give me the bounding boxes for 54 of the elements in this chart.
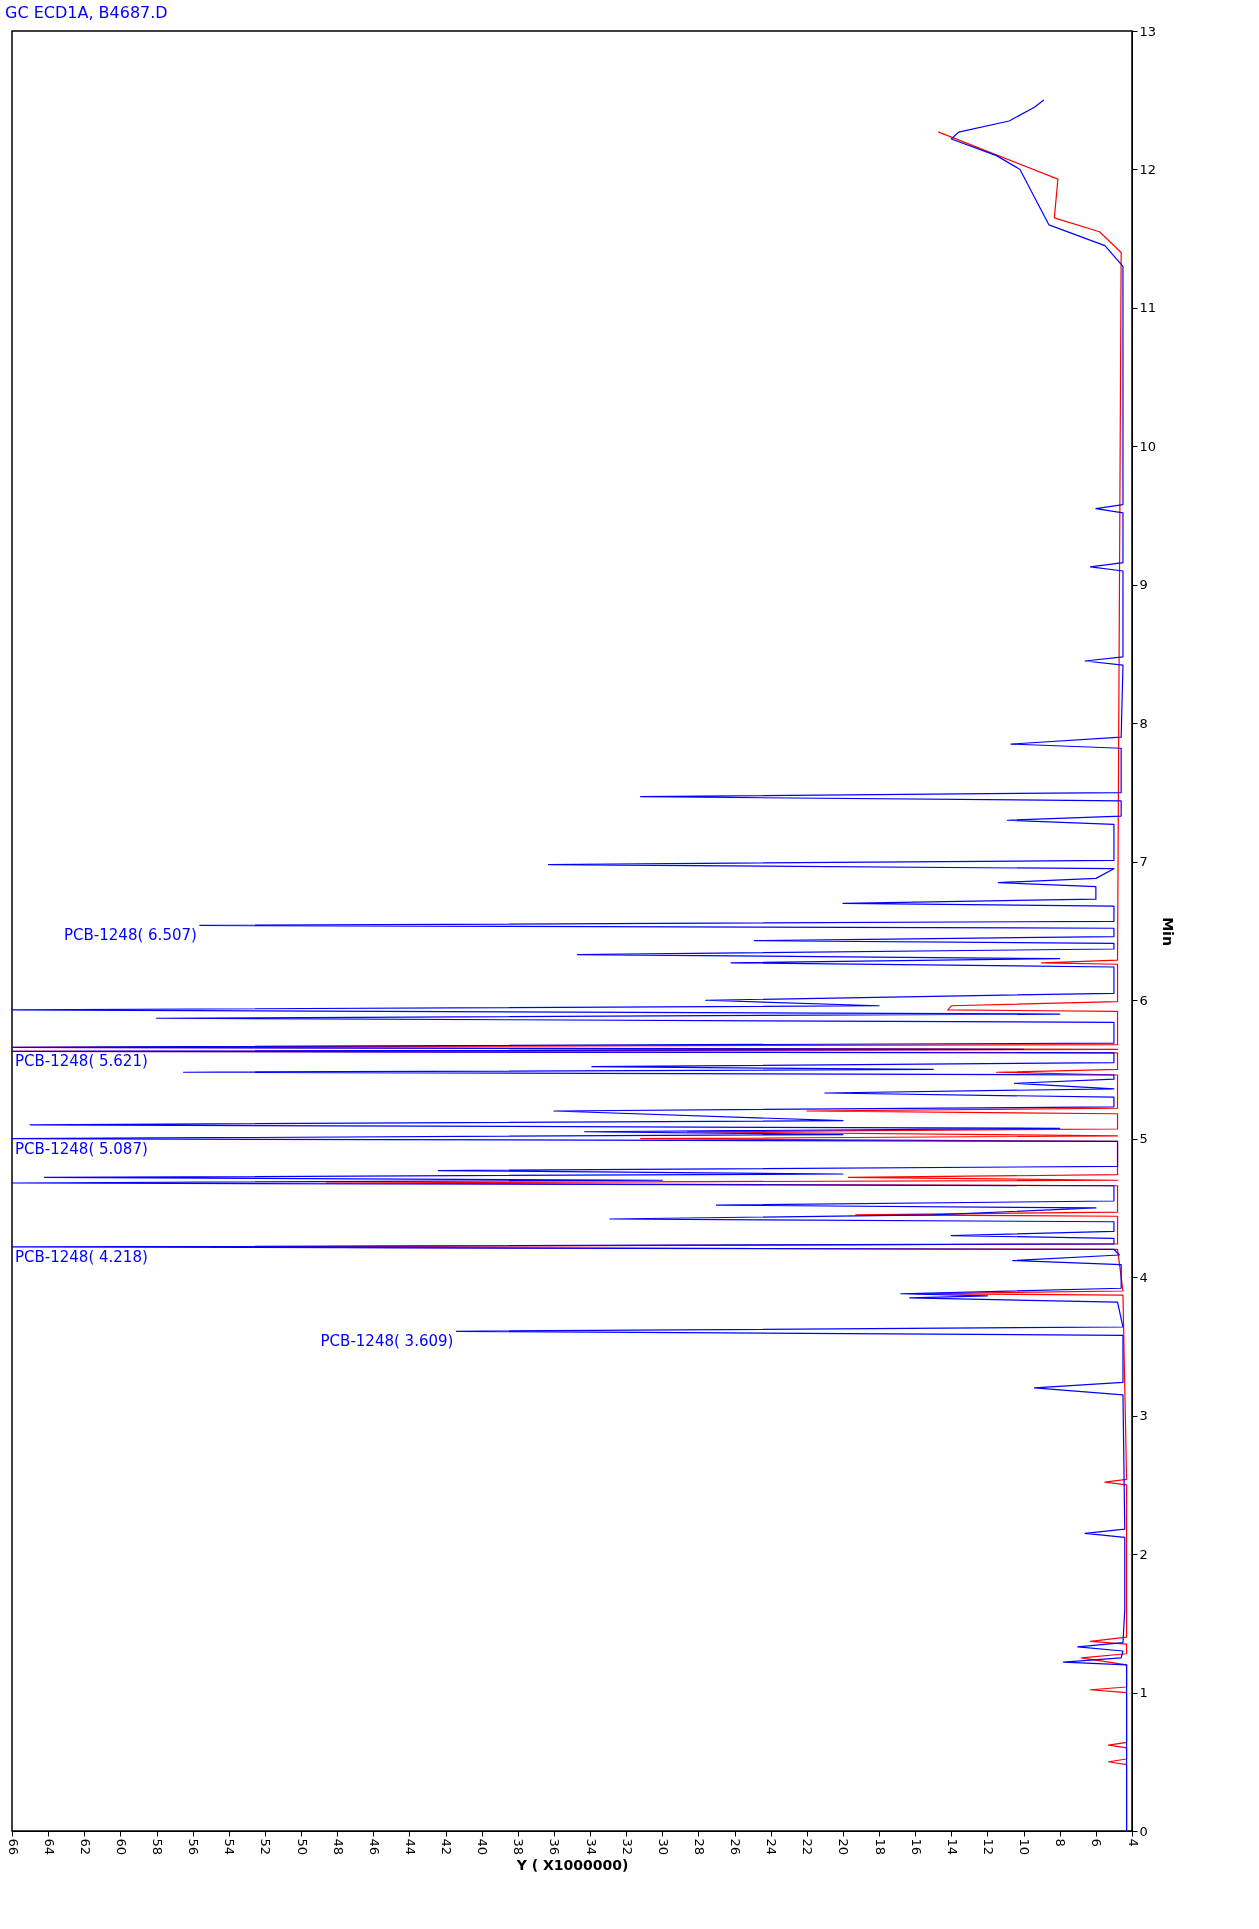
annotation: PCB-1248( 5.621)	[15, 1052, 148, 1071]
annotation: PCB-1248( 6.507)	[64, 926, 197, 945]
x-tick-label: 26	[728, 1838, 744, 1856]
x-tick-label: 20	[836, 1838, 852, 1856]
y-tick-label: 0	[1139, 1823, 1148, 1839]
x-tick-label: 14	[944, 1838, 960, 1856]
x-tick-label: 24	[764, 1838, 780, 1856]
x-tick-label: 28	[691, 1838, 707, 1856]
y-tick-label: 2	[1139, 1546, 1148, 1562]
x-tick-label: 34	[583, 1838, 599, 1856]
y-tick-label: 4	[1139, 1269, 1148, 1285]
x-tick-label: 46	[366, 1838, 382, 1856]
y-tick-label: 11	[1139, 300, 1157, 316]
x-tick-label: 6	[1089, 1838, 1105, 1847]
x-tick-label: 56	[186, 1838, 202, 1856]
x-tick-label: 64	[41, 1838, 57, 1856]
y-tick-label: 3	[1139, 1408, 1148, 1424]
y-tick-label: 1	[1139, 1685, 1148, 1701]
y-tick-label: 9	[1139, 577, 1148, 593]
x-tick-label: 40	[475, 1838, 491, 1856]
x-tick-label: 32	[619, 1838, 635, 1856]
x-tick-label: 36	[547, 1838, 563, 1856]
x-tick-label: 8	[1053, 1838, 1069, 1847]
x-tick-label: 18	[872, 1838, 888, 1856]
x-tick-label: 16	[908, 1838, 924, 1856]
x-tick-label: 66	[5, 1838, 21, 1856]
x-tick-label: 22	[800, 1838, 816, 1856]
x-tick-label: 52	[258, 1838, 274, 1856]
y-tick-label: 8	[1139, 715, 1148, 731]
x-axis-title: Y ( X1000000)	[515, 1857, 629, 1874]
x-tick-label: 60	[113, 1838, 129, 1856]
x-tick-label: 54	[222, 1838, 238, 1856]
x-tick-label: 12	[980, 1838, 996, 1856]
y-tick-label: 6	[1139, 992, 1148, 1008]
x-tick-label: 38	[511, 1838, 527, 1856]
x-tick-label: 4	[1125, 1838, 1141, 1847]
chart-title: GC ECD1A, B4687.D	[5, 3, 168, 22]
x-tick-label: 42	[439, 1838, 455, 1856]
x-tick-label: 44	[402, 1838, 418, 1856]
x-tick-label: 48	[330, 1838, 346, 1856]
annotation: PCB-1248( 4.218)	[15, 1247, 148, 1266]
y-tick-label: 10	[1139, 438, 1157, 454]
y-tick-label: 13	[1139, 23, 1157, 39]
y-tick-label: 12	[1139, 161, 1157, 177]
x-tick-label: 58	[150, 1838, 166, 1856]
x-tick-label: 50	[294, 1838, 310, 1856]
y-tick-label: 7	[1139, 854, 1148, 870]
y-tick-label: 5	[1139, 1131, 1148, 1147]
x-tick-label: 30	[655, 1838, 671, 1856]
y-axis-title: Min	[1160, 917, 1177, 946]
x-tick-label: 10	[1017, 1838, 1033, 1856]
x-tick-label: 62	[77, 1838, 93, 1856]
annotation: PCB-1248( 5.087)	[15, 1139, 148, 1158]
annotation: PCB-1248( 3.609)	[320, 1332, 454, 1351]
